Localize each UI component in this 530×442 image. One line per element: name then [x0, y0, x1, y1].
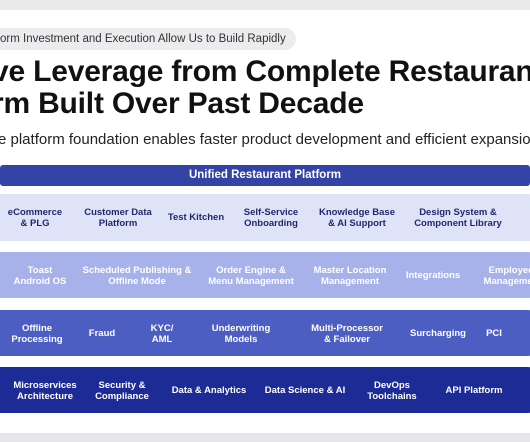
cell-line: Onboarding [244, 218, 298, 229]
cell-line: Scheduled Publishing & [82, 265, 192, 276]
capability-cell: DevOps Toolchains [367, 380, 416, 402]
cell-line: Models [224, 334, 258, 345]
cell-line: Managemen [483, 276, 530, 287]
cell-line: & AI Support [328, 218, 386, 229]
platform-row-infrastructure: Microservices Architecture Security & Co… [0, 367, 530, 413]
cell-line: PCI [486, 328, 502, 339]
capability-cell: Data & Analytics [172, 385, 247, 396]
cell-line: Fraud [88, 328, 116, 339]
cell-line: Test Kitchen [167, 212, 225, 223]
cell-line: AML [151, 334, 173, 345]
capability-cell: KYC/ AML [151, 323, 174, 345]
cell-line: Integrations [405, 270, 461, 281]
capability-cell: Toast Android OS [14, 265, 67, 287]
cell-line: Master Location [313, 265, 387, 276]
cell-line: Toolchains [367, 391, 417, 402]
cell-line: Component Library [414, 218, 502, 229]
capability-cell: Customer Data Platform [84, 207, 152, 229]
cell-line: Microservices [13, 380, 77, 391]
title-line-1: ve Leverage from Complete Restaurant [0, 55, 530, 88]
cell-line: Toast [27, 265, 53, 276]
cell-line: Surcharging [410, 328, 466, 339]
cell-line: Customer Data [84, 207, 152, 218]
capability-cell: Security & Compliance [95, 380, 149, 402]
title-line-2: rm Built Over Past Decade [0, 87, 364, 120]
platform-row-payments: Offline Processing Fraud KYC/ AML Underw… [0, 310, 530, 356]
cell-line: Self-Service [243, 207, 299, 218]
cell-line: Data Science & AI [264, 385, 346, 396]
capability-cell: Design System & Component Library [414, 207, 502, 229]
platform-row-core: Toast Android OS Scheduled Publishing & … [0, 252, 530, 298]
capability-cell: API Platform [445, 385, 502, 396]
cell-line: Compliance [95, 391, 149, 402]
cell-line: Management [320, 276, 380, 287]
cell-line: Order Engine & [216, 265, 286, 276]
capability-cell: Fraud [89, 328, 115, 339]
cell-line: Offline Mode [108, 276, 166, 287]
capability-cell: Data Science & AI [265, 385, 345, 396]
capability-cell: Microservices Architecture [13, 380, 76, 402]
slide-title: ve Leverage from Complete Restaurant rm … [0, 56, 530, 120]
capability-cell: PCI [486, 328, 502, 339]
cell-line: Architecture [17, 391, 73, 402]
cell-line: & PLG [20, 218, 50, 229]
cell-line: Multi-Processor [311, 323, 383, 334]
platform-row-experience: eCommerce & PLG Customer Data Platform T… [0, 194, 530, 241]
cell-line: KYC/ [150, 323, 174, 334]
capability-cell: Surcharging [410, 328, 466, 339]
cell-line: DevOps [374, 380, 410, 391]
capability-cell: Employee Managemen [484, 265, 530, 287]
slide-top-edge [0, 0, 530, 10]
cell-line: Offline [21, 323, 53, 334]
capability-cell: Knowledge Base & AI Support [319, 207, 395, 229]
capability-cell: Scheduled Publishing & Offline Mode [83, 265, 192, 287]
cell-line: Knowledge Base [318, 207, 396, 218]
capability-cell: Order Engine & Menu Management [208, 265, 294, 287]
capability-cell: Integrations [406, 270, 460, 281]
cell-line: eCommerce [7, 207, 63, 218]
cell-line: Underwriting [211, 323, 271, 334]
capability-cell: Offline Processing [11, 323, 62, 345]
capability-cell: eCommerce & PLG [8, 207, 62, 229]
capability-cell: Multi-Processor & Failover [311, 323, 383, 345]
cell-line: Design System & [419, 207, 497, 218]
capability-cell: Underwriting Models [212, 323, 271, 345]
cell-line: Processing [11, 334, 63, 345]
capability-cell: Self-Service Onboarding [244, 207, 298, 229]
cell-line: Data & Analytics [171, 385, 247, 396]
cell-line: Platform [98, 218, 138, 229]
cell-line: Employee [488, 265, 530, 276]
cell-line: Menu Management [208, 276, 294, 287]
cell-line: Android OS [13, 276, 67, 287]
capability-cell: Master Location Management [314, 265, 387, 287]
cell-line: Security & [98, 380, 146, 391]
section-tag: orm Investment and Execution Allow Us to… [0, 28, 296, 50]
cell-line: API Platform [445, 385, 503, 396]
slide-bottom-edge [0, 433, 530, 442]
platform-header: Unified Restaurant Platform [0, 165, 530, 186]
cell-line: & Failover [324, 334, 370, 345]
capability-cell: Test Kitchen [168, 212, 224, 223]
slide-subtitle: e platform foundation enables faster pro… [0, 131, 530, 148]
